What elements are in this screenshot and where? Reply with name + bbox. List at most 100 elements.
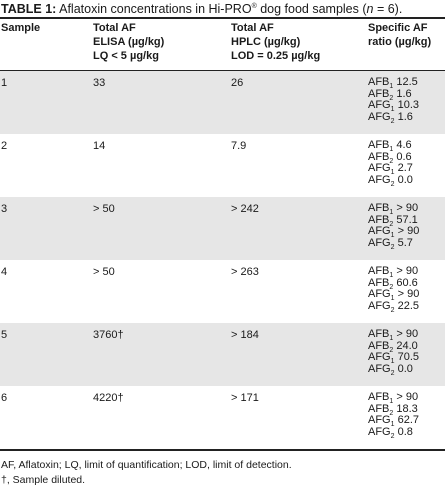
aflatoxin-type: AFG (368, 362, 391, 375)
aflatoxin-index: 2 (389, 409, 394, 417)
sample-cell: 2 (1, 140, 8, 152)
ratio-value: > 90 (396, 391, 419, 403)
aflatoxin-type: AFG (368, 288, 391, 300)
hplc-cell: > 242 (231, 203, 259, 215)
header-ratio-line-2: ratio (µg/kg) (368, 36, 432, 48)
aflatoxin-type: AFB (368, 202, 390, 214)
ratio-entry: AFG2 0.0 (368, 173, 413, 188)
aflatoxin-type: AFB (368, 150, 390, 163)
aflatoxin-type: AFB (368, 328, 390, 340)
aflatoxin-type: AFG (368, 99, 391, 111)
hplc-cell: 26 (231, 77, 244, 89)
aflatoxin-type: AFB (368, 213, 390, 226)
aflatoxin-type: AFG (368, 225, 391, 237)
aflatoxin-index: 1 (389, 335, 394, 342)
aflatoxin-index: 2 (389, 94, 394, 102)
ratio-entry: AFB1 > 90 (368, 202, 419, 216)
header-elisa: Total AF ELISA (µg/kg) LQ < 5 µg/kg (93, 21, 164, 63)
caption-n-variable: n (366, 2, 374, 16)
aflatoxin-index: 2 (389, 157, 394, 165)
ratio-value: > 90 (397, 288, 420, 300)
aflatoxin-index: 1 (390, 169, 395, 176)
footnote-abbreviations: AF, Aflatoxin; LQ, limit of quantificati… (1, 459, 292, 471)
ratio-entry: AFB1 4.6 (368, 139, 413, 153)
aflatoxin-index: 2 (390, 369, 395, 377)
sample-cell: 3 (1, 203, 8, 215)
ratio-entry: AFB1 > 90 (368, 328, 419, 342)
header-elisa-line-2: ELISA (µg/kg) (93, 36, 165, 48)
ratio-cell: AFB1 4.6 AFB2 0.6 AFG1 2.7 AFG2 0.0 (368, 139, 413, 188)
ratio-value: 12.5 (396, 76, 418, 88)
ratio-value: > 90 (396, 328, 419, 340)
ratio-entry: AFB2 60.6 (368, 276, 419, 291)
aflatoxin-index: 2 (390, 117, 395, 125)
aflatoxin-type: AFB (368, 276, 390, 289)
ratio-value: 18.3 (396, 402, 418, 415)
aflatoxin-type: AFG (368, 173, 391, 186)
elisa-cell: 4220† (93, 392, 124, 404)
aflatoxin-index: 1 (389, 146, 394, 153)
header-ratio-line-1: Specific AF (368, 22, 428, 34)
hplc-cell: > 171 (231, 392, 259, 404)
table-row: 1 33 26 AFB1 12.5 AFB2 1.6 AFG1 10.3 AFG2 1.6 (0, 71, 445, 134)
aflatoxin-type: AFG (368, 110, 391, 123)
ratio-value: 4.6 (396, 139, 412, 151)
table-row: 6 4220† > 171 AFB1 > 90 AFB2 18.3 AFG1 62.7 AF… (0, 386, 445, 449)
ratio-cell: AFB1 12.5 AFB2 1.6 AFG1 10.3 AFG2 1.6 (368, 76, 420, 125)
ratio-value: 0.6 (396, 150, 412, 163)
aflatoxin-type: AFG (368, 414, 391, 426)
ratio-value: 57.1 (396, 213, 418, 226)
aflatoxin-type: AFB (368, 87, 390, 100)
aflatoxin-index: 2 (390, 306, 395, 314)
ratio-entry: AFG1 62.7 (368, 414, 420, 428)
sample-cell: 4 (1, 266, 8, 278)
table-caption: TABLE 1: Aflatoxin concentrations in Hi-… (1, 1, 444, 17)
footnote-dagger: †, Sample diluted. (1, 474, 86, 486)
caption-text-b: dog food samples ( (256, 2, 367, 16)
elisa-cell: 3760† (93, 329, 124, 341)
ratio-value: 0.8 (397, 425, 413, 438)
ratio-entry: AFG2 22.5 (368, 300, 419, 314)
ratio-entry: AFG2 5.7 (368, 236, 419, 251)
ratio-value: 5.7 (397, 236, 413, 249)
ratio-value: 1.6 (397, 110, 413, 123)
hplc-cell: > 184 (231, 329, 259, 341)
hplc-cell: > 263 (231, 266, 259, 278)
ratio-value: 10.3 (397, 99, 420, 111)
ratio-value: 62.7 (397, 414, 420, 426)
aflatoxin-type: AFG (368, 425, 391, 438)
caption-text-c: = 6). (373, 2, 403, 16)
ratio-value: 2.7 (397, 162, 413, 174)
aflatoxin-index: 1 (390, 295, 395, 302)
aflatoxin-type: AFB (368, 402, 390, 415)
ratio-entry: AFG2 0.8 (368, 425, 419, 440)
aflatoxin-index: 1 (389, 83, 394, 90)
ratio-entry: AFB2 18.3 (368, 402, 419, 417)
ratio-value: 0.0 (397, 362, 413, 375)
hplc-cell: 7.9 (231, 140, 247, 152)
header-hplc-line-2: HPLC (µg/kg) (231, 36, 301, 48)
sample-cell: 6 (1, 392, 8, 404)
ratio-entry: AFB1 12.5 (368, 76, 419, 90)
aflatoxin-type: AFB (368, 265, 390, 277)
header-ratio: Specific AF ratio (µg/kg) (368, 21, 431, 49)
aflatoxin-type: AFB (368, 76, 390, 88)
caption-text-a: Aflatoxin concentrations in Hi-PRO (56, 2, 252, 16)
top-rule (0, 17, 445, 19)
ratio-entry: AFB2 0.6 (368, 150, 413, 165)
aflatoxin-index: 2 (389, 283, 394, 291)
ratio-entry: AFB1 > 90 (368, 265, 419, 279)
header-hplc: Total AF HPLC (µg/kg) LOD = 0.25 µg/kg (231, 21, 320, 63)
ratio-entry: AFG1 > 90 (368, 225, 419, 239)
ratio-value: 1.6 (396, 87, 412, 100)
aflatoxin-index: 2 (390, 243, 395, 251)
ratio-cell: AFB1 > 90 AFB2 24.0 AFG1 70.5 AFG2 0.0 (368, 328, 419, 377)
ratio-entry: AFB1 > 90 (368, 391, 419, 405)
ratio-value: 24.0 (396, 339, 418, 352)
table-row: 5 3760† > 184 AFB1 > 90 AFB2 24.0 AFG1 70.5 AF… (0, 323, 445, 386)
ratio-value: > 90 (396, 202, 419, 214)
aflatoxin-type: AFG (368, 162, 391, 174)
bottom-rule (0, 449, 445, 451)
ratio-entry: AFG1 70.5 (368, 351, 419, 365)
